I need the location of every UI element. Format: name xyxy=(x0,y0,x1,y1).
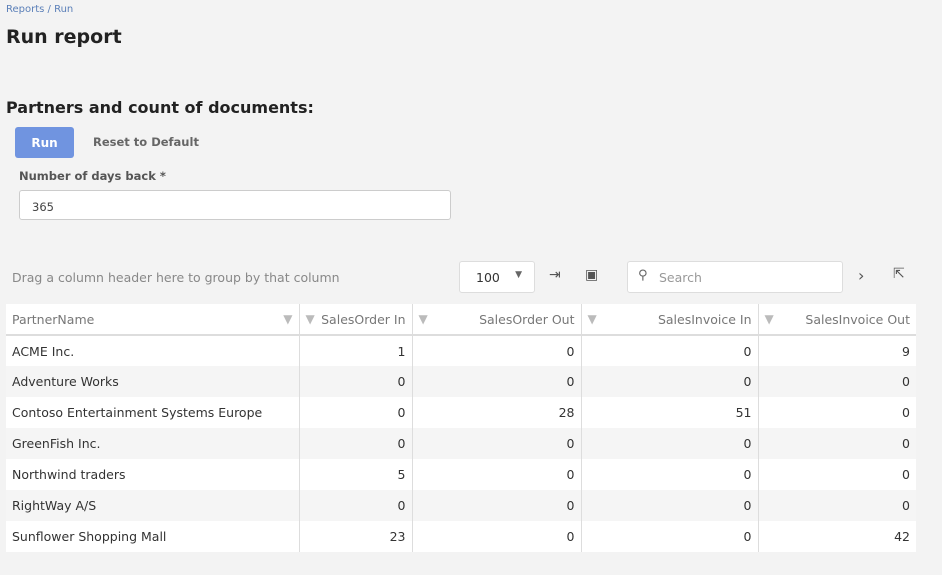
column-header-salesorder-out[interactable]: ▼ SalesOrder Out xyxy=(412,304,582,336)
page-title: Run report xyxy=(6,26,122,48)
page-size-select[interactable]: 100 ▼ xyxy=(459,261,535,293)
caret-down-icon: ▼ xyxy=(515,270,522,280)
cell-partner-name: Contoso Entertainment Systems Europe xyxy=(6,397,300,428)
header-label: SalesOrder Out xyxy=(479,311,575,327)
cell-salesorder-in: 5 xyxy=(299,459,413,490)
cell-salesinvoice-out: 0 xyxy=(758,490,916,521)
cell-salesinvoice-out: 0 xyxy=(902,467,910,482)
export-icon[interactable]: ⇥ xyxy=(549,267,561,283)
cell-salesinvoice-out: 0 xyxy=(758,428,916,459)
search-placeholder: Search xyxy=(659,270,702,285)
cell-salesorder-out: 0 xyxy=(412,521,582,552)
column-header-salesinvoice-in[interactable]: ▼ SalesInvoice In xyxy=(581,304,759,336)
cell-salesorder-out: 0 xyxy=(412,366,582,397)
days-back-label: Number of days back * xyxy=(19,169,166,183)
table-row[interactable]: RightWay A/S 0 0 0 0 xyxy=(6,490,916,521)
cell-salesorder-out: 28 xyxy=(412,397,582,428)
days-back-input[interactable]: 365 xyxy=(19,190,451,220)
table-row[interactable]: GreenFish Inc. 0 0 0 0 xyxy=(6,428,916,459)
search-icon: ⚲ xyxy=(638,268,648,283)
cell-salesorder-in: 0 xyxy=(299,428,413,459)
header-row: PartnerName ▼ ▼ SalesOrder In ▼ SalesOrder … xyxy=(6,304,916,336)
cell-salesorder-in: 0 xyxy=(299,366,413,397)
table-row[interactable]: Northwind traders 5 0 0 0 xyxy=(6,459,916,490)
cell-partner-name: RightWay A/S xyxy=(6,490,300,521)
header-label: SalesInvoice In xyxy=(657,311,752,327)
cell-partner-name: GreenFish Inc. xyxy=(6,428,300,459)
header-label: SalesOrder In xyxy=(321,311,406,327)
cell-salesinvoice-in: 0 xyxy=(581,366,759,397)
cell-salesinvoice-out: 42 xyxy=(894,529,910,544)
cell-salesinvoice-in: 0 xyxy=(581,521,759,552)
cell-salesinvoice-out: 9 xyxy=(902,343,910,359)
chevron-right-icon[interactable]: › xyxy=(858,266,865,285)
cell-salesorder-out: 0 xyxy=(412,428,582,459)
cell-partner-name: Northwind traders xyxy=(6,459,300,490)
filter-icon[interactable]: ▼ xyxy=(418,312,428,326)
column-chooser-icon[interactable]: ▣ xyxy=(585,267,599,283)
breadcrumb[interactable]: Reports / Run xyxy=(6,4,74,15)
filter-icon[interactable]: ▼ xyxy=(305,312,315,326)
search-input[interactable]: ⚲ Search xyxy=(627,261,843,293)
cell-salesinvoice-in: 0 xyxy=(581,459,759,490)
cell-salesinvoice-in: 0 xyxy=(581,428,759,459)
cell-partner-name: Sunflower Shopping Mall xyxy=(6,521,300,552)
column-header-salesinvoice-out[interactable]: ▼ SalesInvoice Out xyxy=(758,304,916,336)
cell-salesorder-in: 0 xyxy=(299,397,413,428)
cell-salesinvoice-out: 0 xyxy=(902,405,910,420)
table-row[interactable]: ACME Inc. 1 0 0 9 xyxy=(6,335,916,366)
filter-icon[interactable]: ▼ xyxy=(587,312,597,326)
cell-partner-name: Adventure Works xyxy=(6,366,300,397)
filter-icon[interactable]: ▼ xyxy=(283,312,293,326)
report-title: Partners and count of documents: xyxy=(6,98,314,117)
cell-salesorder-in: 0 xyxy=(299,490,413,521)
cell-salesinvoice-in: 0 xyxy=(581,490,759,521)
filter-icon[interactable]: ▼ xyxy=(764,312,774,326)
column-header-salesorder-in[interactable]: ▼ SalesOrder In xyxy=(299,304,413,336)
header-label: PartnerName xyxy=(12,311,95,327)
cell-salesinvoice-in: 51 xyxy=(581,397,759,428)
cell-salesorder-out: 0 xyxy=(412,490,582,521)
reset-to-default-button[interactable]: Reset to Default xyxy=(93,135,199,149)
table-row[interactable]: Sunflower Shopping Mall 23 0 0 42 xyxy=(6,521,916,552)
cell-partner-name: ACME Inc. xyxy=(6,335,300,366)
cell-salesinvoice-in: 0 xyxy=(581,335,759,366)
group-panel-hint: Drag a column header here to group by th… xyxy=(12,270,340,285)
run-button[interactable]: Run xyxy=(15,127,74,158)
header-label: SalesInvoice Out xyxy=(805,311,910,327)
cell-salesorder-out: 0 xyxy=(412,335,582,366)
cell-salesorder-in: 23 xyxy=(299,521,413,552)
report-grid: PartnerName ▼ ▼ SalesOrder In ▼ SalesOrder … xyxy=(6,304,916,552)
cell-salesorder-in: 1 xyxy=(299,335,413,366)
cell-salesorder-out: 0 xyxy=(412,459,582,490)
share-icon[interactable]: ⇱ xyxy=(893,266,905,282)
column-header-partnername[interactable]: PartnerName ▼ xyxy=(6,304,300,336)
cell-salesinvoice-out: 0 xyxy=(758,366,916,397)
table-row[interactable]: Contoso Entertainment Systems Europe 0 28 5… xyxy=(6,397,916,428)
table-row[interactable]: Adventure Works 0 0 0 0 xyxy=(6,366,916,397)
page-size-value: 100 xyxy=(476,270,500,285)
